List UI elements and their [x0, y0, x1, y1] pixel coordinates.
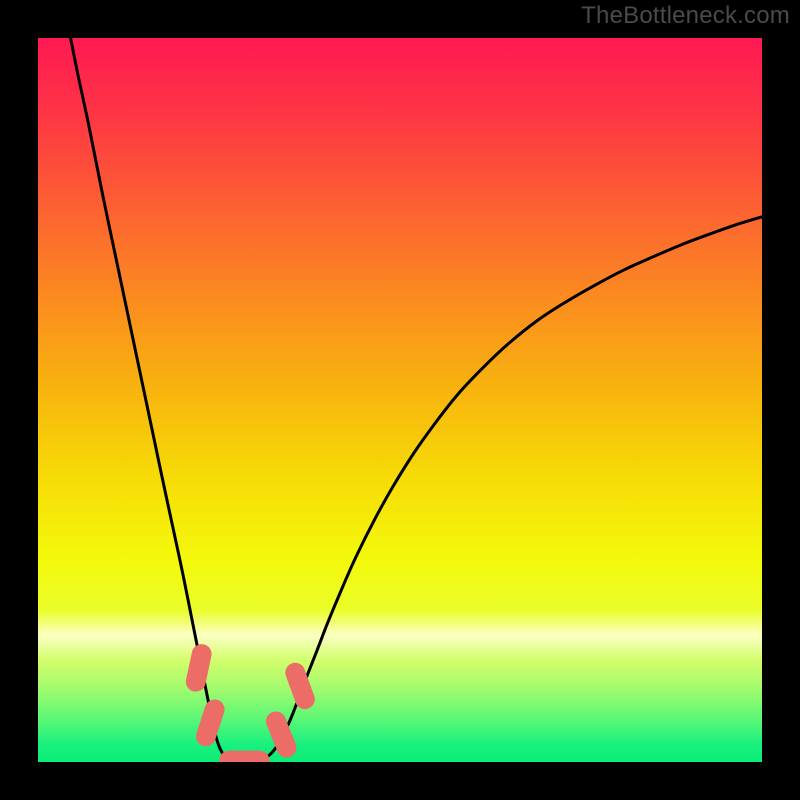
watermark-text: TheBottleneck.com	[581, 2, 790, 30]
chart-svg	[0, 0, 800, 800]
